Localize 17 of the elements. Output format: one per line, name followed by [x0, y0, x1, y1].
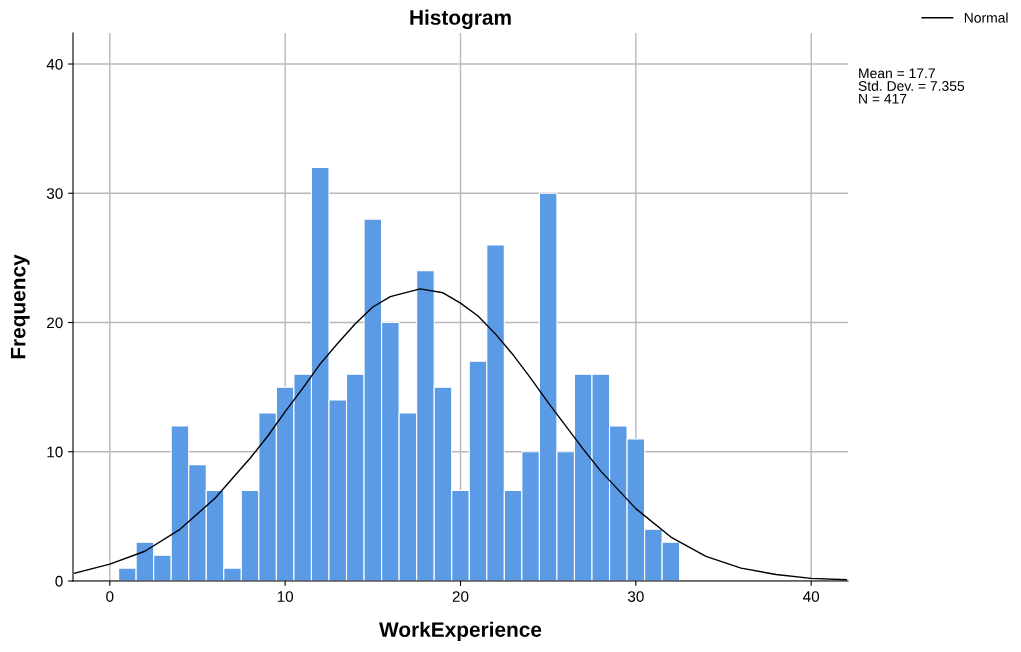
y-tick-label: 20	[47, 317, 63, 329]
text: N = 417	[859, 93, 907, 104]
y-tick-label: 10	[47, 446, 63, 458]
y-tick-label: 0	[55, 575, 63, 587]
y-axis-title: Frequency	[10, 254, 30, 359]
y-tick-label: 40	[46, 58, 63, 70]
text: Std. Dev. = 7.355	[858, 80, 965, 91]
text: Mean = 17.7	[859, 68, 935, 79]
x-tick-label: 10	[277, 591, 294, 602]
x-tick-label: 40	[803, 591, 820, 602]
x-tick-label: 30	[627, 591, 644, 602]
x-tick-label: 20	[452, 591, 469, 602]
y-tick-label: 30	[46, 188, 63, 199]
x-axis-title: WorkExperience	[379, 621, 542, 642]
x-tick-label: 0	[106, 591, 114, 602]
chart-title: Histogram	[410, 9, 511, 30]
legend-label: Normal	[964, 12, 1008, 23]
